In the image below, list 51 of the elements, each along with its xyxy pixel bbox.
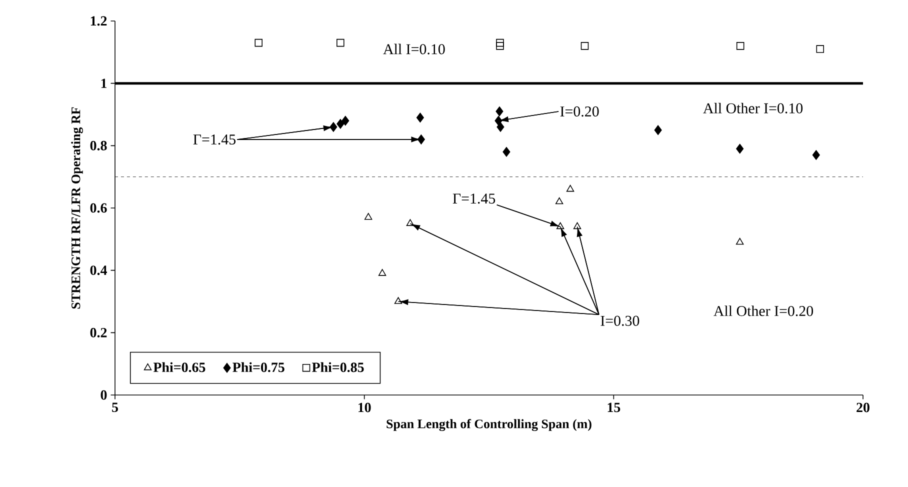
point [342, 116, 350, 126]
point [406, 219, 414, 226]
point [502, 147, 510, 157]
y-tick-label: 0.6 [90, 203, 107, 213]
legend-label: Phi=0.65 [153, 362, 206, 372]
point [416, 112, 424, 122]
point [254, 38, 263, 47]
point [816, 45, 824, 53]
point [496, 38, 504, 47]
point [496, 42, 504, 50]
point [556, 222, 564, 230]
x-tick-label: 20 [856, 402, 870, 412]
annotation: I=0.30 [600, 316, 640, 326]
legend-label: Phi=0.75 [232, 362, 284, 372]
y-tick-label: 0.8 [90, 140, 107, 150]
y-axis-title: STRENGTH RF/LFR Operating RF [71, 107, 83, 309]
point [580, 42, 589, 50]
y-tick-label: 0 [100, 390, 107, 400]
point [330, 122, 338, 132]
point [736, 238, 744, 245]
annotation: All Other I=0.20 [714, 306, 814, 316]
point [417, 134, 425, 144]
point [736, 144, 744, 154]
point [336, 118, 344, 129]
point [496, 106, 504, 116]
point [654, 125, 662, 135]
x-tick-label: 5 [112, 402, 118, 412]
y-tick-label: 1.2 [90, 16, 107, 26]
y-tick-label: 0.2 [90, 328, 107, 338]
y-tick-label: 0.4 [90, 266, 107, 276]
x-axis-title: Span Length of Controlling Span (m) [386, 419, 592, 431]
annotation: Γ=1.45 [193, 134, 236, 145]
point [336, 38, 344, 47]
y-tick-label: 1 [101, 78, 107, 88]
point [378, 269, 386, 276]
annotation: I=0.20 [560, 106, 599, 117]
x-tick-label: 15 [608, 402, 620, 412]
annotation: Γ=1.45 [452, 194, 496, 204]
point [736, 42, 744, 50]
point [496, 122, 504, 132]
point [812, 150, 820, 160]
point [394, 297, 402, 304]
annotation: All I=0.10 [383, 44, 445, 54]
point [555, 197, 564, 204]
point [573, 222, 582, 230]
legend-label: Phi=0.85 [312, 362, 364, 372]
x-tick-label: 10 [358, 402, 371, 412]
annotation: All Other I=0.10 [703, 102, 803, 114]
point [494, 116, 502, 126]
point [566, 184, 574, 192]
point [364, 212, 372, 220]
